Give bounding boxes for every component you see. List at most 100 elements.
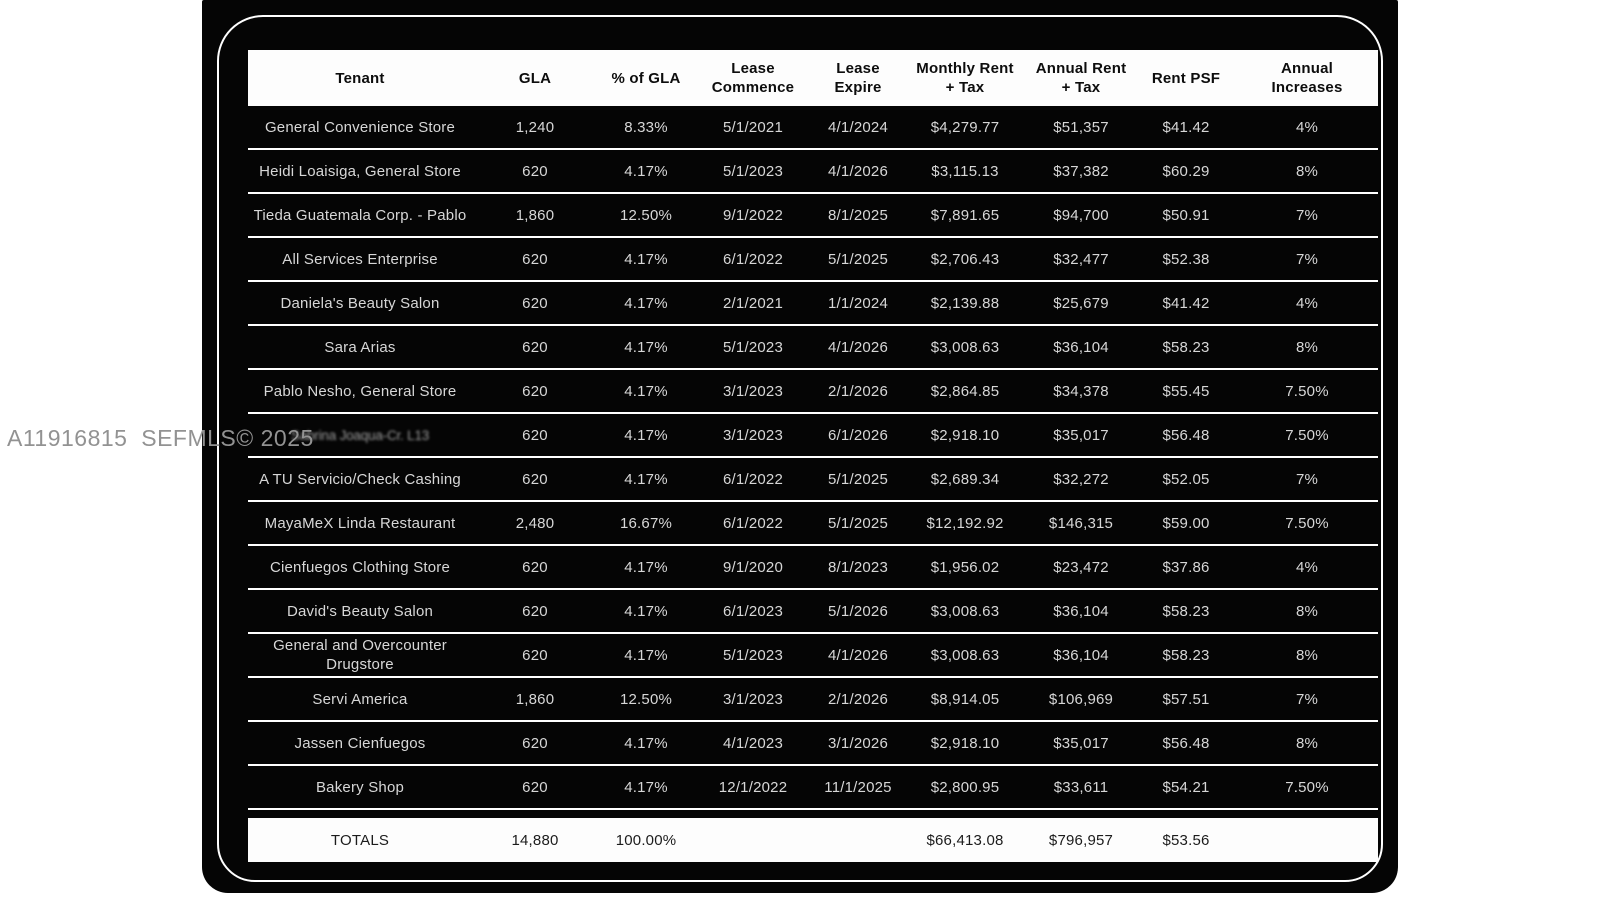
cell-pct-gla: 4.17% <box>624 250 668 268</box>
cell-lease-expire: 5/1/2025 <box>828 250 888 268</box>
table-header-row: Tenant GLA % of GLA Lease Commence Lease… <box>248 50 1378 106</box>
cell-lease-expire: 8/1/2025 <box>828 206 888 224</box>
cell-monthly-rent: $3,008.63 <box>930 338 1000 356</box>
cell-pct-gla: 4.17% <box>624 646 668 664</box>
cell-rent-psf: $59.00 <box>1162 514 1210 532</box>
cell-lease-expire: 2/1/2026 <box>828 382 888 400</box>
cell-gla: 620 <box>522 426 548 444</box>
cell-rent-psf: $58.23 <box>1162 602 1210 620</box>
cell-lease-expire: 4/1/2026 <box>828 646 888 664</box>
cell-lease-commence: 6/1/2022 <box>723 250 783 268</box>
cell-lease-commence: 6/1/2022 <box>723 514 783 532</box>
cell-monthly-rent: $3,115.13 <box>931 162 999 180</box>
cell-lease-commence: 5/1/2023 <box>723 338 783 356</box>
cell-lease-commence: 12/1/2022 <box>718 778 788 796</box>
cell-pct-gla: 4.17% <box>624 426 668 444</box>
cell-lease-commence: 6/1/2023 <box>723 602 783 620</box>
cell-tenant: Heidi Loaisiga, General Store <box>259 162 461 180</box>
cell-gla: 620 <box>522 250 548 268</box>
cell-annual-increase: 7.50% <box>1285 514 1329 532</box>
cell-pct-gla: 4.17% <box>624 734 668 752</box>
rent-roll-table: Tenant GLA % of GLA Lease Commence Lease… <box>248 50 1378 862</box>
totals-pct-gla: 100.00% <box>615 831 677 849</box>
cell-tenant: A TU Servicio/Check Cashing <box>259 470 461 488</box>
cell-annual-rent: $35,017 <box>1053 734 1109 752</box>
header-rent-psf: Rent PSF <box>1151 69 1221 87</box>
cell-annual-rent: $23,472 <box>1053 558 1109 576</box>
cell-gla: 1,860 <box>515 206 555 224</box>
cell-lease-expire: 5/1/2025 <box>828 470 888 488</box>
cell-annual-rent: $36,104 <box>1053 602 1109 620</box>
cell-lease-commence: 5/1/2023 <box>723 646 783 664</box>
cell-tenant: Jassen Cienfuegos <box>294 734 426 752</box>
cell-monthly-rent: $2,689.34 <box>930 470 1000 488</box>
cell-annual-rent: $106,969 <box>1048 690 1114 708</box>
cell-annual-increase: 8% <box>1295 734 1319 752</box>
header-lease-expire: Lease Expire <box>834 60 882 96</box>
cell-gla: 620 <box>522 294 548 312</box>
cell-tenant: MayaMeX Linda Restaurant <box>264 514 456 532</box>
cell-annual-rent: $51,357 <box>1053 118 1109 136</box>
cell-monthly-rent: $12,192.92 <box>926 514 1004 532</box>
table-row: Sabrina Joaqua-Cr. L13 620 4.17% 3/1/202… <box>248 414 1378 458</box>
totals-row: TOTALS 14,880 100.00% $66,413.08 $796,95… <box>248 818 1378 862</box>
cell-monthly-rent: $2,918.10 <box>930 426 1000 444</box>
cell-monthly-rent: $1,956.02 <box>930 558 1000 576</box>
cell-pct-gla: 4.17% <box>624 778 668 796</box>
table-row: MayaMeX Linda Restaurant 2,480 16.67% 6/… <box>248 502 1378 546</box>
cell-annual-rent: $146,315 <box>1048 514 1114 532</box>
cell-annual-rent: $36,104 <box>1053 646 1109 664</box>
cell-annual-increase: 7.50% <box>1285 382 1329 400</box>
cell-annual-increase: 8% <box>1295 646 1319 664</box>
cell-tenant: All Services Enterprise <box>282 250 438 268</box>
cell-rent-psf: $60.29 <box>1162 162 1210 180</box>
table-row: General Convenience Store 1,240 8.33% 5/… <box>248 106 1378 150</box>
cell-rent-psf: $58.23 <box>1162 646 1210 664</box>
cell-monthly-rent: $2,800.95 <box>930 778 1000 796</box>
cell-annual-rent: $33,611 <box>1053 778 1109 796</box>
cell-monthly-rent: $8,914.05 <box>930 690 1000 708</box>
cell-gla: 620 <box>522 162 548 180</box>
cell-gla: 620 <box>522 558 548 576</box>
cell-tenant: Daniela's Beauty Salon <box>280 294 440 312</box>
cell-gla: 620 <box>522 382 548 400</box>
totals-rent-psf: $53.56 <box>1162 831 1210 849</box>
cell-rent-psf: $52.38 <box>1162 250 1210 268</box>
cell-tenant: Bakery Shop <box>315 778 405 796</box>
cell-annual-increase: 7% <box>1295 206 1319 224</box>
cell-gla: 620 <box>522 338 548 356</box>
cell-monthly-rent: $7,891.65 <box>930 206 1000 224</box>
header-pct-gla: % of GLA <box>611 69 681 87</box>
cell-tenant: General and Overcounter Drugstore <box>273 637 447 673</box>
cell-pct-gla: 4.17% <box>624 382 668 400</box>
cell-rent-psf: $37.86 <box>1162 558 1210 576</box>
rent-roll-panel: Tenant GLA % of GLA Lease Commence Lease… <box>202 0 1398 893</box>
cell-annual-increase: 4% <box>1295 294 1319 312</box>
cell-lease-expire: 5/1/2026 <box>828 602 888 620</box>
cell-annual-rent: $35,017 <box>1053 426 1109 444</box>
cell-lease-commence: 5/1/2023 <box>723 162 783 180</box>
cell-lease-commence: 2/1/2021 <box>723 294 783 312</box>
cell-gla: 620 <box>522 734 548 752</box>
cell-lease-expire: 3/1/2026 <box>828 734 888 752</box>
cell-annual-rent: $36,104 <box>1053 338 1109 356</box>
cell-tenant: Tieda Guatemala Corp. - Pablo <box>253 206 467 224</box>
totals-annual-rent: $796,957 <box>1048 831 1114 849</box>
cell-rent-psf: $56.48 <box>1162 734 1210 752</box>
cell-monthly-rent: $2,864.85 <box>930 382 1000 400</box>
cell-lease-commence: 3/1/2023 <box>723 382 783 400</box>
cell-annual-increase: 8% <box>1295 602 1319 620</box>
cell-annual-increase: 7% <box>1295 250 1319 268</box>
cell-pct-gla: 4.17% <box>624 470 668 488</box>
cell-annual-increase: 7% <box>1295 470 1319 488</box>
totals-lease-expire <box>812 818 904 862</box>
cell-rent-psf: $56.48 <box>1162 426 1210 444</box>
cell-pct-gla: 4.17% <box>624 162 668 180</box>
cell-lease-commence: 9/1/2020 <box>723 558 783 576</box>
cell-lease-commence: 5/1/2021 <box>723 118 783 136</box>
header-tenant: Tenant <box>335 69 385 87</box>
cell-rent-psf: $58.23 <box>1162 338 1210 356</box>
cell-lease-commence: 3/1/2023 <box>723 426 783 444</box>
cell-lease-commence: 6/1/2022 <box>723 470 783 488</box>
cell-lease-expire: 6/1/2026 <box>828 426 888 444</box>
